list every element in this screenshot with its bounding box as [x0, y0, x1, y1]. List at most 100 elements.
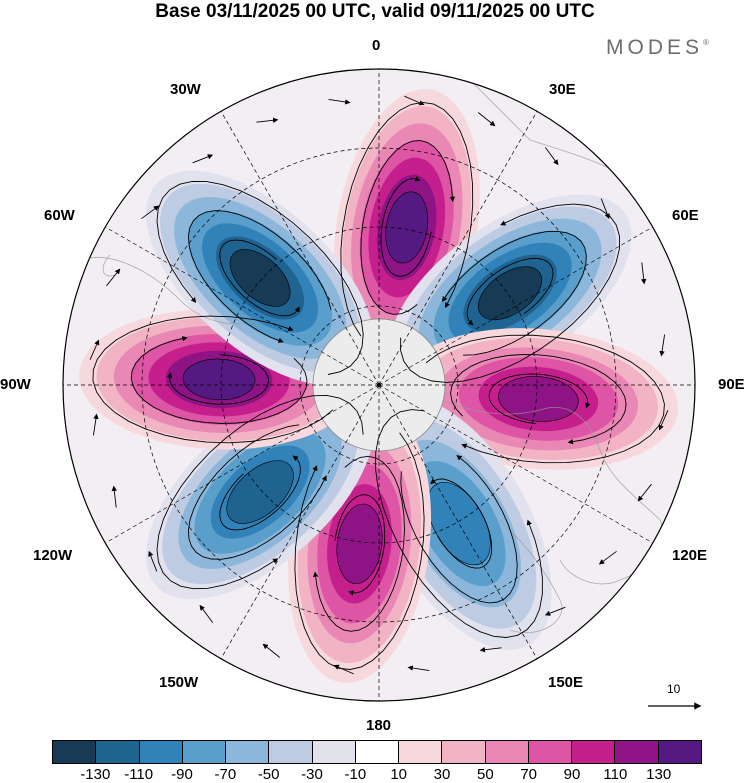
colorbar-segment-3 — [181, 741, 226, 763]
edge-arrow-275 — [89, 339, 100, 360]
colorbar-segment-7 — [354, 741, 399, 763]
lon-label-30e: 30E — [549, 81, 576, 98]
colorbar-tick-5: -30 — [301, 766, 323, 783]
meridian-30 — [378, 111, 538, 386]
meridian-150 — [378, 384, 538, 659]
coastlines — [79, 79, 663, 634]
anomaly-contour-lobe6-level6 — [182, 358, 256, 401]
streamline-lobe6-1 — [130, 336, 308, 424]
anomaly-contour-lobe7-level6 — [229, 249, 291, 307]
vector-reference-label: 10 — [667, 682, 681, 696]
edge-arrow-125 — [598, 550, 617, 565]
lon-label-60e: 60E — [672, 207, 699, 224]
edge-arrow-230 — [148, 550, 158, 572]
colorbar-tick-0: -130 — [80, 766, 111, 783]
colorbar-segment-4 — [225, 741, 269, 763]
colorbar-tick-13: 130 — [646, 766, 672, 783]
colorbar-segment-13 — [614, 741, 658, 763]
edge-arrow-35 — [544, 147, 559, 166]
edge-arrow-305 — [141, 205, 160, 220]
edge-arrow-185 — [333, 664, 354, 675]
colorbar-tick-12: 110 — [603, 766, 628, 783]
edge-arrow-65 — [641, 262, 647, 285]
meridian-210 — [220, 384, 380, 659]
edge-arrow-350 — [328, 98, 351, 105]
streamline-lobe7-2 — [156, 180, 364, 375]
lon-label-90w: 90W — [0, 376, 31, 393]
edge-arrow-260 — [92, 413, 99, 436]
streamline-lobe1-1 — [441, 230, 587, 356]
colorbar-tick-6: -10 — [344, 766, 367, 783]
anomaly-contour-lobe4-level5 — [336, 503, 383, 584]
streamline-lobe2-2 — [425, 334, 665, 464]
streamline-lobe5-0 — [219, 455, 301, 531]
wind-streamlines — [89, 95, 669, 675]
meridian-300 — [105, 226, 380, 386]
edge-arrow-200 — [262, 643, 281, 658]
colorbar-segment-0 — [53, 741, 96, 763]
streamline-lobe2-0 — [488, 373, 591, 425]
streamline-lobe5-1 — [188, 424, 327, 560]
colorbar-segment-5 — [268, 741, 312, 763]
anomaly-contour-lobe1-level6 — [478, 266, 543, 321]
edge-arrow-335 — [256, 117, 279, 123]
streamline-lobe0-1 — [360, 140, 456, 315]
edge-arrow-320 — [192, 154, 214, 164]
colorbar-segment-11 — [527, 741, 572, 763]
brand-mark: ® — [703, 38, 709, 47]
lon-label-150e: 150E — [548, 674, 584, 691]
streamline-lobe3-2 — [375, 409, 543, 638]
colorbar-segment-9 — [441, 741, 485, 763]
streamline-lobe3-0 — [430, 478, 493, 569]
streamline-lobe4-0 — [334, 494, 386, 596]
edge-arrow-245 — [111, 485, 117, 508]
colorbar-segment-2 — [138, 741, 182, 763]
streamline-lobe7-1 — [187, 210, 332, 343]
edge-arrow-290 — [106, 268, 121, 287]
colorbar-tick-10: 70 — [520, 766, 537, 783]
colorbar-tick-3: -70 — [214, 766, 237, 783]
colorbar-tick-8: 30 — [433, 766, 451, 783]
colorbar-segment-1 — [95, 741, 139, 763]
edge-arrow-5 — [404, 95, 425, 106]
colorbar-tick-1: -110 — [124, 766, 154, 783]
colorbar-segment-12 — [571, 741, 615, 763]
streamline-lobe7-0 — [219, 239, 300, 317]
meridian-60 — [378, 226, 653, 386]
lon-label-120e: 120E — [672, 547, 708, 564]
colorbar-segment-10 — [484, 741, 528, 763]
modes-logo: MODES® — [606, 36, 709, 60]
lon-label-120w: 120W — [33, 547, 73, 564]
pole-marker — [377, 383, 381, 387]
brand-name: MODES — [606, 36, 704, 59]
edge-arrow-170 — [407, 665, 430, 672]
colorbar — [52, 740, 702, 764]
edge-arrow-95 — [658, 410, 669, 431]
lon-label-180: 180 — [366, 717, 392, 734]
streamline-lobe0-2 — [340, 101, 474, 337]
streamline-lobe3-1 — [400, 455, 518, 604]
colorbar-tick-9: 50 — [476, 766, 494, 783]
map-border — [62, 68, 696, 702]
lon-label-0: 0 — [372, 37, 381, 54]
streamline-lobe5-2 — [156, 394, 364, 590]
meridian-240 — [105, 384, 380, 544]
colorbar-segment-14 — [657, 741, 701, 763]
edge-arrow-20 — [477, 112, 496, 127]
edge-arrow-140 — [544, 606, 566, 616]
streamline-lobe0-0 — [380, 176, 432, 277]
anomaly-contour-lobe0-level6 — [385, 191, 429, 264]
streamline-lobe1-2 — [400, 203, 620, 383]
colorbar-tick-11: 90 — [563, 766, 581, 783]
edge-arrow-50 — [600, 198, 610, 220]
meridian-120 — [378, 384, 653, 544]
meridian-330 — [220, 111, 380, 386]
meridians — [63, 69, 695, 701]
lon-label-90e: 90E — [718, 376, 745, 393]
streamline-lobe2-1 — [450, 354, 627, 445]
edge-arrow-155 — [479, 647, 502, 653]
lon-label-30w: 30W — [170, 81, 201, 98]
edge-arrow-80 — [659, 334, 666, 357]
streamline-lobe4-2 — [294, 432, 425, 670]
